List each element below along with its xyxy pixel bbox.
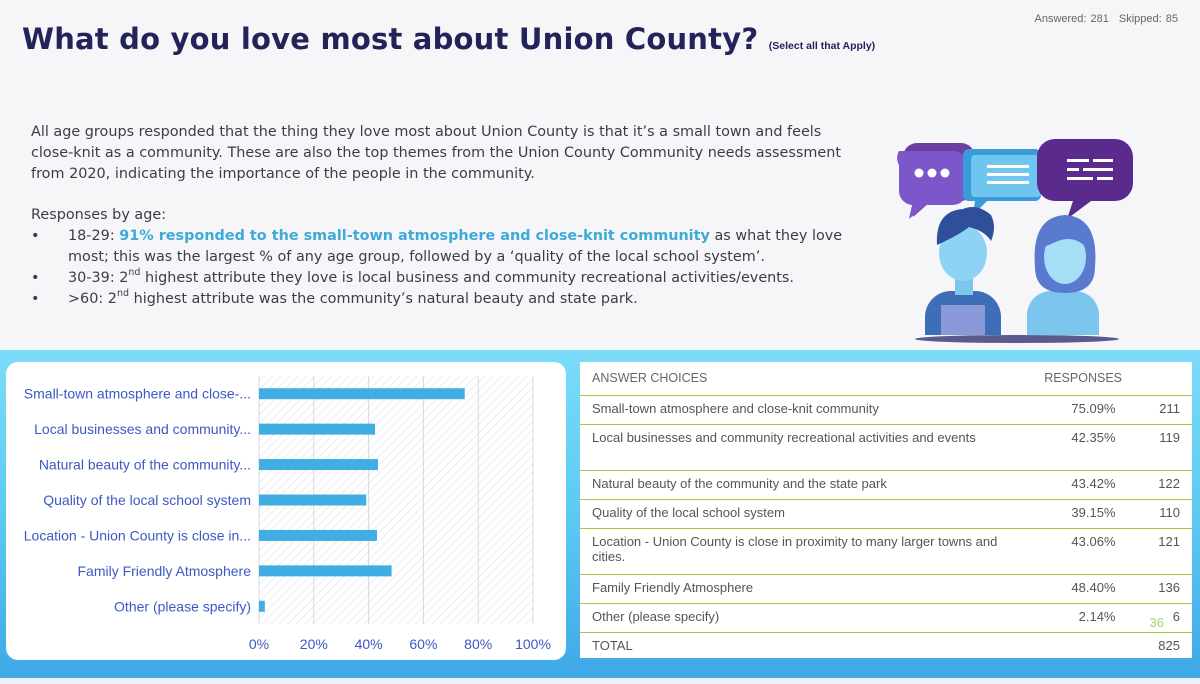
category-label: Location - Union County is close in...: [24, 527, 251, 543]
summary-text: All age groups responded that the thing …: [31, 122, 861, 309]
response-percent: 75.09%: [1032, 394, 1124, 424]
category-label: Small-town atmosphere and close-...: [24, 386, 251, 402]
bar: [259, 494, 367, 506]
bullet-prefix: >60: 2: [68, 290, 117, 307]
table-row: Local businesses and community recreatio…: [580, 423, 1192, 470]
answer-choice: Natural beauty of the community and the …: [580, 469, 1033, 499]
answer-choice: Quality of the local school system: [580, 498, 1033, 528]
man-avatar-icon: [925, 207, 1001, 335]
response-count: 211: [1123, 394, 1192, 424]
header-responses: RESPONSES: [1044, 371, 1122, 386]
responses-heading: Responses by age:: [31, 207, 167, 224]
bullet-rest: as what they love most; this was the lar…: [68, 228, 843, 265]
page-header: What do you love most about Union County…: [22, 22, 875, 56]
page-number: 36: [1149, 615, 1164, 630]
response-percent: 48.40%: [1032, 573, 1124, 603]
category-label: Quality of the local school system: [43, 492, 251, 508]
bar: [259, 423, 376, 435]
bullet-30-39: • 30-39: 2nd highest attribute they love …: [31, 268, 861, 289]
bullet-rest: highest attribute they love is local bus…: [140, 269, 795, 286]
bullet-rest: highest attribute was the community’s na…: [129, 290, 638, 307]
chat-bubble-middle-icon: [963, 149, 1041, 215]
x-tick-label: 60%: [409, 636, 437, 652]
answered-count: Answered: 281: [1034, 13, 1109, 25]
bullet-sup: nd: [116, 287, 130, 299]
responses-table: ANSWER CHOICES RESPONSES Small-town atmo…: [580, 362, 1192, 662]
bottom-strip: [0, 678, 1200, 684]
x-tick-label: 0%: [249, 636, 269, 652]
response-count: 121: [1123, 527, 1192, 574]
bullet-dot: •: [31, 269, 40, 286]
bullet-highlight: 91% responded to the small-town atmosphe…: [119, 228, 710, 245]
response-stats: Answered: 281 Skipped: 85: [1035, 13, 1179, 25]
x-tick-label: 40%: [355, 636, 383, 652]
category-label: Natural beauty of the community...: [39, 457, 251, 473]
response-count: 136: [1123, 573, 1192, 603]
page-title: What do you love most about Union County…: [22, 22, 759, 56]
bullet-prefix: 30-39: 2: [68, 269, 129, 286]
total-label: TOTAL: [580, 631, 1033, 662]
answer-choice: Small-town atmosphere and close-knit com…: [580, 394, 1033, 424]
conversation-illustration: [897, 139, 1133, 343]
response-count: 6: [1123, 602, 1192, 632]
bar: [259, 565, 392, 577]
response-percent: 2.14%: [1032, 602, 1124, 632]
bullet-over-60: • >60: 2nd highest attribute was the comm…: [31, 289, 861, 310]
response-count: 122: [1123, 469, 1192, 499]
bar-chart-card: 0% 20% 40% 60% 80% 100% Small-town atmosphere …: [6, 362, 566, 660]
bar: [259, 600, 265, 612]
x-tick-label: 100%: [515, 636, 551, 652]
bullet-dot: •: [31, 228, 40, 245]
answer-choice: Location - Union County is close in prox…: [580, 527, 1033, 574]
x-tick-label: 80%: [464, 636, 492, 652]
ground-shadow: [915, 335, 1119, 343]
total-percent: [1032, 631, 1124, 662]
bar: [259, 459, 378, 471]
category-label: Other (please specify): [114, 598, 251, 614]
response-percent: 43.06%: [1032, 527, 1124, 574]
bullet-dot: •: [31, 290, 40, 307]
header-answer-choices: ANSWER CHOICES: [592, 371, 708, 386]
bar: [259, 388, 465, 400]
bar: [259, 529, 377, 541]
bullet-prefix: 18-29:: [68, 228, 120, 245]
response-count: 110: [1123, 498, 1192, 528]
page-subtitle: (Select all that Apply): [768, 40, 876, 52]
answer-choice: Local businesses and community recreatio…: [580, 423, 1033, 470]
responses-table-card: ANSWER CHOICES RESPONSES Small-town atmo…: [580, 362, 1192, 662]
table-header-row: ANSWER CHOICES RESPONSES: [580, 362, 1192, 395]
response-percent: 39.15%: [1032, 498, 1124, 528]
table-row: Family Friendly Atmosphere 48.40% 136: [580, 573, 1192, 603]
category-label: Local businesses and community...: [34, 421, 251, 437]
bullet-sup: nd: [128, 266, 141, 278]
response-percent: 43.42%: [1032, 469, 1124, 499]
answer-choice: Family Friendly Atmosphere: [580, 573, 1033, 603]
chat-bubble-left-icon: [897, 143, 975, 219]
skipped-count: Skipped: 85: [1118, 13, 1178, 25]
response-count: 119: [1123, 423, 1192, 470]
response-percent: 42.35%: [1032, 423, 1124, 470]
x-tick-label: 20%: [300, 636, 328, 652]
table-body: Small-town atmosphere and close-knit com…: [580, 394, 1192, 662]
table-total-row: TOTAL 825: [580, 631, 1192, 662]
table-row: Other (please specify) 2.14% 6: [580, 602, 1192, 632]
age-bullets: • 18-29: 91% responded to the small-town …: [31, 226, 861, 309]
bullet-18-29: • 18-29: 91% responded to the small-town …: [31, 226, 861, 268]
bar-chart: 0% 20% 40% 60% 80% 100% Small-town atmosphere …: [24, 376, 551, 652]
intro-paragraph: All age groups responded that the thing …: [31, 124, 842, 182]
category-label: Family Friendly Atmosphere: [77, 563, 251, 579]
table-row: Small-town atmosphere and close-knit com…: [580, 394, 1192, 424]
table-row: Quality of the local school system 39.15%…: [580, 498, 1192, 528]
table-row: Natural beauty of the community and the …: [580, 469, 1192, 499]
woman-avatar-icon: [1027, 215, 1099, 335]
total-count: 825: [1123, 631, 1192, 662]
answer-choice: Other (please specify): [580, 602, 1033, 632]
chat-bubble-right-icon: [1037, 139, 1133, 219]
table-row: Location - Union County is close in prox…: [580, 527, 1192, 574]
